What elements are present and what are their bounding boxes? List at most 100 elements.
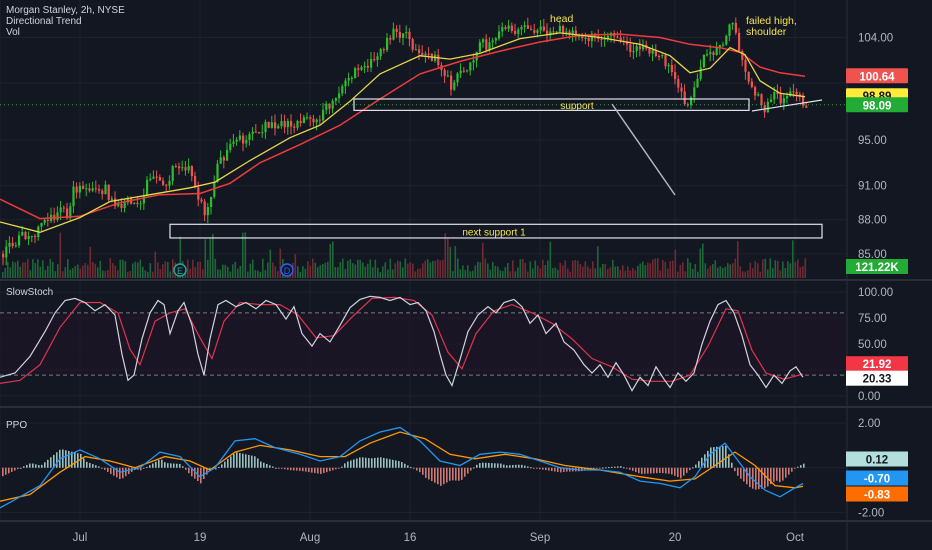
volume-bar: [192, 259, 194, 278]
candle-body: [382, 49, 385, 51]
volume-bar: [242, 232, 244, 278]
volume-bar: [522, 258, 524, 278]
ppo-histogram-bar: [56, 452, 58, 468]
volume-bar: [317, 267, 319, 278]
volume-bar: [797, 259, 799, 278]
candle-body: [162, 180, 165, 185]
volume-bar: [394, 263, 397, 278]
volume-bar: [444, 233, 447, 278]
ppo-histogram-bar: [791, 467, 793, 472]
ppo-histogram-bar: [695, 464, 697, 468]
volume-bar: [732, 263, 734, 278]
candle-body: [158, 176, 161, 181]
candle-body: [405, 31, 408, 34]
time-tick-label-4: Sep: [530, 532, 550, 544]
volume-bar: [374, 259, 377, 278]
volume-bar: [267, 262, 269, 278]
candle-body: [638, 46, 641, 50]
ppo-histogram-bar: [41, 464, 43, 468]
volume-bar: [349, 259, 352, 278]
volume-bar: [422, 263, 424, 278]
candle-body: [171, 166, 174, 181]
candle-body: [315, 119, 318, 123]
volume-bar: [99, 260, 102, 278]
candle-body: [200, 199, 203, 202]
ppo-histogram-bar: [83, 458, 85, 468]
ppo-histogram-bar: [440, 467, 442, 486]
ppo-histogram-bar: [158, 460, 160, 468]
volume-bar: [17, 260, 19, 278]
candle-body: [98, 189, 101, 191]
candle-body: [424, 53, 427, 55]
candle-body: [498, 31, 501, 39]
volume-bar: [534, 260, 537, 278]
volume-bar: [114, 265, 117, 278]
candle-body: [338, 93, 341, 99]
candle-body: [446, 75, 449, 77]
candle-body: [626, 41, 629, 45]
ppo-histogram-bar: [770, 467, 772, 485]
candle-body: [680, 87, 683, 92]
volume-bar: [307, 261, 309, 278]
ppo-histogram-bar: [284, 467, 286, 470]
ppo-histogram-bar: [566, 467, 568, 472]
next-support-box: [169, 223, 823, 239]
volume-bar: [757, 263, 759, 278]
candle-body: [542, 26, 545, 31]
volume-bar: [544, 265, 547, 278]
ppo-histogram-bar: [407, 465, 409, 468]
volume-bar: [674, 249, 677, 278]
volume-bar: [54, 271, 57, 278]
support-label: support: [560, 101, 594, 112]
candle-body: [72, 186, 75, 207]
ppo-histogram-bar: [620, 466, 622, 468]
volume-bar: [759, 271, 762, 278]
volume-bar: [769, 258, 772, 278]
volume-bar: [217, 269, 219, 278]
ppo-histogram-bar: [713, 447, 715, 468]
candle-body: [168, 180, 171, 186]
volume-bar: [784, 267, 787, 278]
candle-body: [373, 58, 376, 61]
candle-body: [427, 53, 430, 55]
volume-bar: [357, 259, 359, 278]
ppo-histogram-bar: [395, 460, 397, 468]
candle-body: [760, 94, 763, 105]
candle-body: [264, 121, 267, 133]
volume-bar: [692, 268, 694, 278]
head-label: head: [550, 13, 574, 25]
ppo-histogram-bar: [380, 457, 382, 468]
volume-bar: [684, 271, 687, 278]
candle-body: [18, 235, 21, 246]
candle-body: [165, 184, 168, 186]
candle-body: [261, 132, 264, 134]
volume-bar: [94, 263, 97, 278]
ppo-histogram-bar: [188, 467, 190, 474]
volume-bar: [104, 270, 107, 278]
time-tick-label-2: Aug: [300, 532, 320, 544]
candle-body: [117, 204, 120, 207]
ppo-histogram-bar: [602, 467, 604, 469]
volume-bar: [477, 261, 479, 278]
volume-bar: [44, 269, 47, 278]
price-tick-label-4: 85.00: [858, 249, 887, 261]
ppo-histogram-bar: [26, 464, 28, 468]
ppo-histogram-bar: [302, 467, 304, 472]
ppo-histogram-bar: [653, 467, 655, 474]
candle-body: [459, 70, 462, 74]
volume-bar: [354, 264, 357, 278]
volume-bar: [652, 259, 654, 278]
candle-body: [133, 202, 136, 204]
ppo-histogram-bar: [767, 467, 769, 487]
candle-body: [488, 42, 491, 50]
ppo-histogram-bar: [800, 465, 802, 468]
ppo-histogram-bar: [260, 461, 262, 468]
trendline: [751, 99, 823, 112]
candle-body: [184, 167, 187, 171]
candle-body: [658, 56, 661, 58]
candle-body: [565, 31, 568, 33]
stoch-d-line: [0, 296, 804, 384]
price-tick-label-0: 104.00: [858, 32, 893, 44]
ppo-histogram-bar: [14, 467, 16, 471]
